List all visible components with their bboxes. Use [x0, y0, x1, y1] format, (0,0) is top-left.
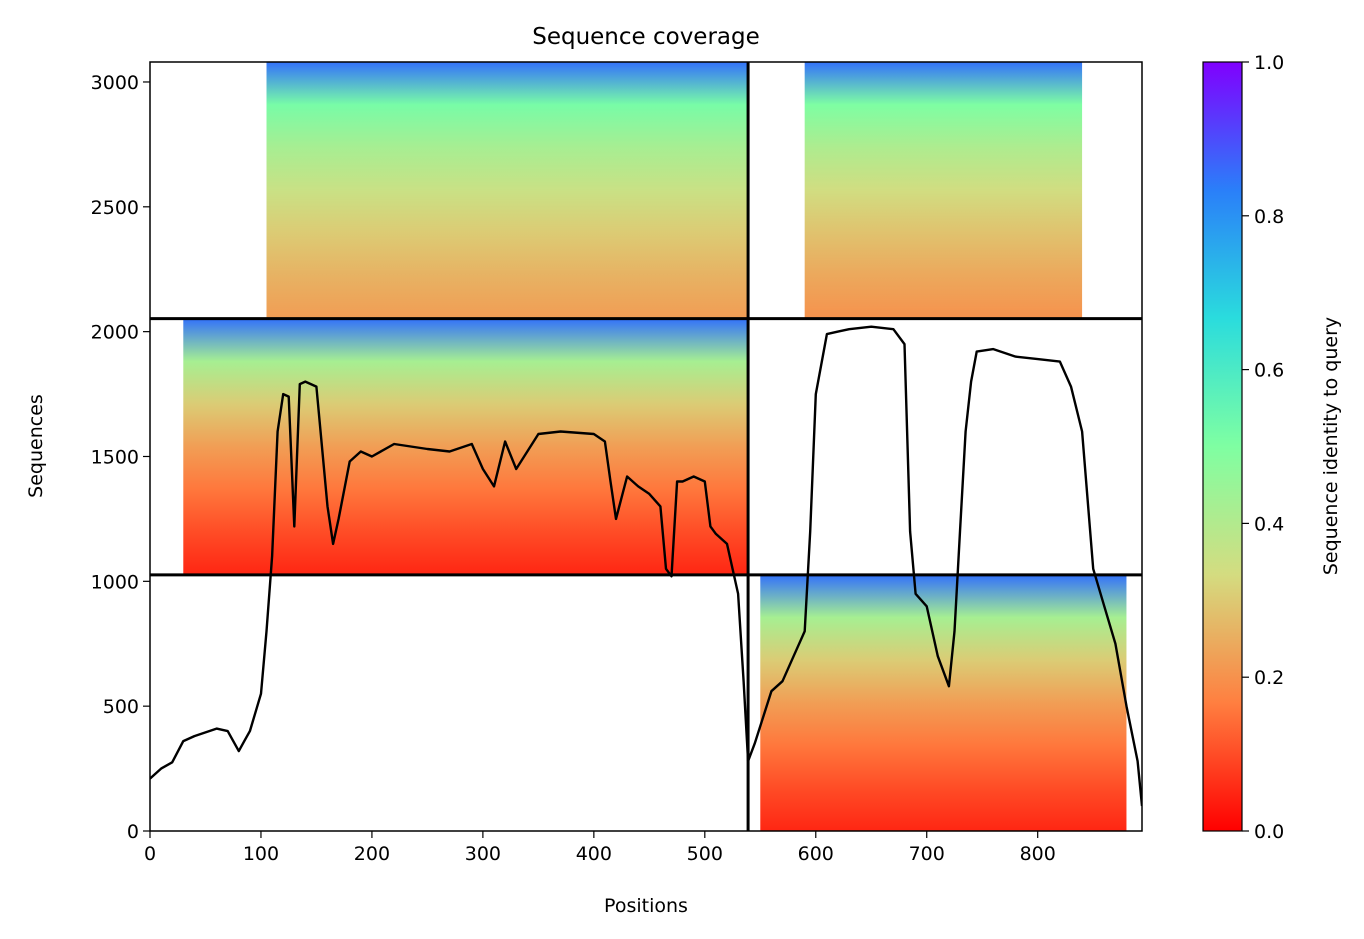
- colorbar-tick-label: 0.6: [1254, 360, 1284, 382]
- y-tick-label: 500: [103, 696, 139, 718]
- block-boundaries: [150, 62, 1142, 831]
- y-tick-label: 2000: [91, 322, 139, 344]
- y-axis-title: Sequences: [25, 394, 47, 498]
- block-bottom-right: [760, 574, 1127, 831]
- block-top-left: [266, 62, 749, 319]
- y-axis: 0 500 1000 1500 2000 2500 3000: [91, 72, 150, 843]
- colorbar-title: Sequence identity to query: [1320, 317, 1342, 575]
- coverage-blocks: [183, 62, 1127, 831]
- colorbar: [1202, 61, 1243, 832]
- y-tick-label: 3000: [91, 72, 139, 94]
- y-tick-label: 1500: [91, 446, 139, 468]
- x-tick-label: 100: [243, 843, 279, 865]
- colorbar-tick-label: 1.0: [1254, 52, 1284, 74]
- y-tick-label: 0: [127, 821, 139, 843]
- x-tick-label: 400: [576, 843, 612, 865]
- colorbar-axis: 0.0 0.2 0.4 0.6 0.8 1.0: [1242, 52, 1284, 843]
- coverage-line: [150, 325, 1142, 807]
- y-tick-label: 2500: [91, 197, 139, 219]
- x-axis-title: Positions: [604, 895, 688, 917]
- x-tick-label: 0: [144, 843, 156, 865]
- colorbar-tick-label: 0.4: [1254, 513, 1284, 535]
- chart-title: Sequence coverage: [532, 24, 760, 50]
- colorbar-tick-label: 0.2: [1254, 667, 1284, 689]
- x-tick-label: 300: [465, 843, 501, 865]
- x-axis: 0 100 200 300 400 500 600 700 800: [144, 831, 1056, 865]
- colorbar-tick-label: 0.8: [1254, 206, 1284, 228]
- y-tick-label: 1000: [91, 571, 139, 593]
- x-tick-label: 200: [354, 843, 390, 865]
- colorbar-tick-label: 0.0: [1254, 821, 1284, 843]
- plot-frame: [149, 61, 1143, 832]
- block-top-right: [804, 62, 1083, 319]
- x-tick-label: 500: [687, 843, 723, 865]
- x-tick-label: 700: [909, 843, 945, 865]
- x-tick-label: 800: [1020, 843, 1056, 865]
- coverage-line-layer: [150, 325, 1142, 807]
- x-tick-label: 600: [798, 843, 834, 865]
